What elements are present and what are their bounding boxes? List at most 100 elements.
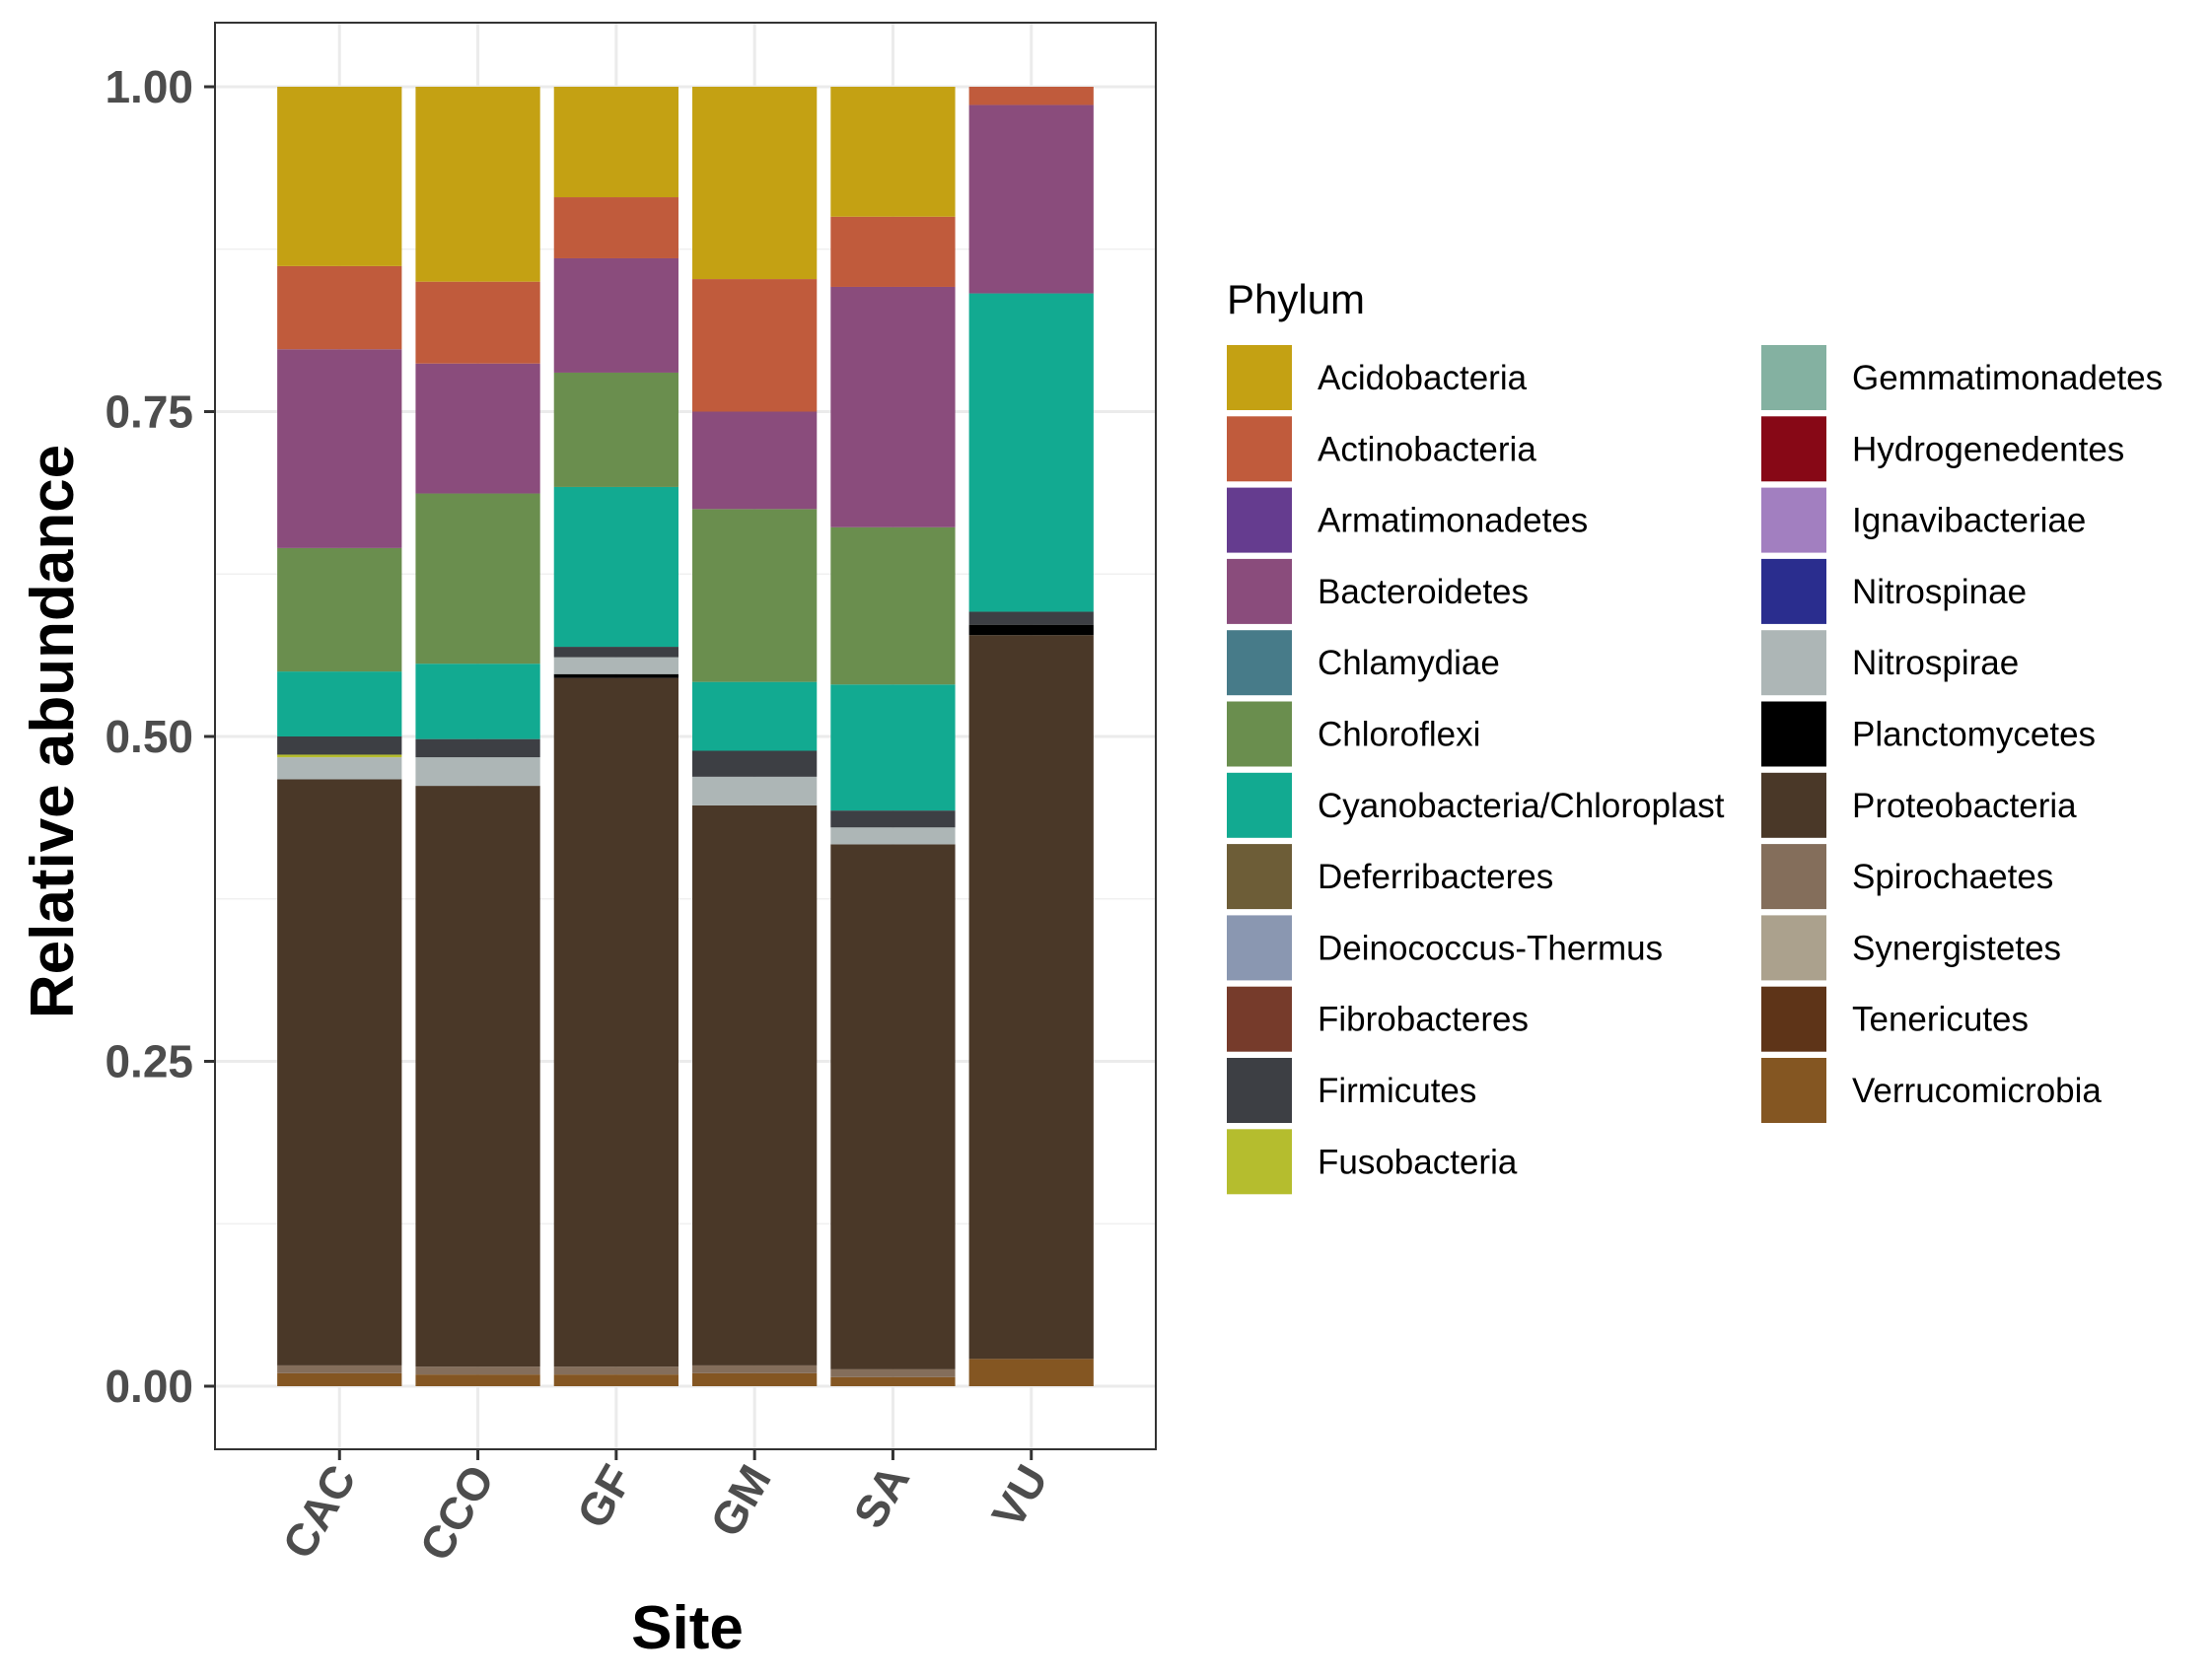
y-axis-title: Relative abundance	[19, 445, 87, 1018]
bar-segment-verrucomicrobia	[415, 1374, 540, 1386]
bar-segment-spirochaetes	[692, 1364, 818, 1373]
bar-segment-cyanobacteria-chloroplast	[968, 293, 1094, 612]
legend-key	[1761, 915, 1826, 981]
legend: Phylum Acidobacteria Actinobacteria Armati…	[1227, 276, 2163, 1195]
bar-segment-acidobacteria	[830, 87, 956, 217]
legend-item: Proteobacteria	[1761, 772, 2077, 838]
y-tick-label: 0.50	[105, 711, 193, 762]
legend-label: Verrucomicrobia	[1852, 1072, 2102, 1110]
bar-segment-firmicutes	[968, 611, 1094, 625]
bar-segment-actinobacteria	[830, 216, 956, 287]
bar-segment-chloroflexi	[692, 509, 818, 682]
bar-segment-firmicutes	[277, 736, 402, 755]
legend-label: Gemmatimonadetes	[1852, 359, 2163, 397]
bar-segment-cyanobacteria-chloroplast	[277, 671, 402, 736]
bar-segment-nitrospirae	[553, 657, 678, 674]
bar-segment-acidobacteria	[692, 87, 818, 280]
bar-segment-actinobacteria	[415, 281, 540, 364]
legend-item: Nitrospirae	[1761, 630, 2019, 696]
bar-segment-firmicutes	[415, 738, 540, 758]
legend-item: Spirochaetes	[1761, 844, 2053, 910]
legend-label: Tenericutes	[1852, 1001, 2029, 1039]
y-tick-label: 0.25	[105, 1036, 193, 1087]
legend-key	[1761, 630, 1826, 696]
legend-key	[1227, 1129, 1292, 1195]
legend-key	[1761, 345, 1826, 410]
bar-segment-nitrospirae	[830, 827, 956, 845]
legend-label: Actinobacteria	[1318, 430, 1536, 468]
bar-segment-chloroflexi	[277, 547, 402, 672]
y-axis: 0.00 0.25 0.50 0.75 1.00	[105, 61, 215, 1412]
bar-segment-proteobacteria	[830, 844, 956, 1369]
legend-label: Spirochaetes	[1852, 858, 2053, 896]
bar-stack-vu	[968, 87, 1094, 1386]
bar-segment-bacteroidetes	[277, 349, 402, 548]
legend-key	[1761, 701, 1826, 767]
bar-segment-cyanobacteria-chloroplast	[553, 486, 678, 648]
legend-key	[1227, 416, 1292, 482]
bar-segment-nitrospirae	[277, 757, 402, 780]
bar-segment-verrucomicrobia	[553, 1374, 678, 1386]
legend-label: Nitrospinae	[1852, 573, 2027, 611]
legend-item: Ignavibacteriae	[1761, 487, 2086, 553]
legend-item: Verrucomicrobia	[1761, 1058, 2102, 1123]
bar-segment-actinobacteria	[553, 197, 678, 258]
legend-item: Deferribacteres	[1227, 844, 1553, 910]
bar-segment-bacteroidetes	[692, 411, 818, 510]
legend-label: Cyanobacteria/Chloroplast	[1318, 787, 1725, 825]
legend-item: Fusobacteria	[1227, 1129, 1518, 1195]
bar-segment-verrucomicrobia	[830, 1376, 956, 1386]
bar-segment-proteobacteria	[692, 805, 818, 1365]
legend-key	[1227, 701, 1292, 767]
bar-segment-proteobacteria	[277, 779, 402, 1365]
legend-item: Acidobacteria	[1227, 345, 1528, 410]
bar-segment-chloroflexi	[830, 526, 956, 685]
legend-key	[1227, 986, 1292, 1052]
bar-segment-verrucomicrobia	[968, 1359, 1094, 1386]
bar-segment-nitrospirae	[415, 757, 540, 787]
bar-segment-proteobacteria	[968, 635, 1094, 1360]
legend-key	[1761, 558, 1826, 624]
bar-segment-bacteroidetes	[830, 286, 956, 527]
bar-segment-firmicutes	[553, 647, 678, 658]
legend-key	[1761, 844, 1826, 910]
legend-key	[1761, 487, 1826, 553]
legend-key	[1761, 1058, 1826, 1123]
legend-item: Bacteroidetes	[1227, 558, 1529, 624]
bar-segment-actinobacteria	[277, 265, 402, 350]
bar-segment-verrucomicrobia	[692, 1372, 818, 1386]
legend-item: Fibrobacteres	[1227, 986, 1529, 1052]
legend-item: Firmicutes	[1227, 1058, 1476, 1123]
legend-key	[1227, 487, 1292, 553]
bar-segment-cyanobacteria-chloroplast	[830, 684, 956, 811]
legend-key	[1227, 345, 1292, 410]
bar-segment-bacteroidetes	[968, 105, 1094, 294]
legend-item: Deinococcus-Thermus	[1227, 915, 1663, 981]
bar-segment-nitrospirae	[692, 776, 818, 805]
legend-label: Chloroflexi	[1318, 716, 1480, 754]
legend-label: Acidobacteria	[1318, 359, 1528, 397]
legend-item: Chlamydiae	[1227, 630, 1500, 696]
legend-label: Chlamydiae	[1318, 644, 1500, 682]
y-tick-label: 1.00	[105, 61, 193, 112]
legend-label: Firmicutes	[1318, 1072, 1476, 1110]
bar-stack-cco	[415, 87, 540, 1386]
bar-segment-actinobacteria	[692, 279, 818, 412]
bar-segment-bacteroidetes	[553, 257, 678, 373]
legend-label: Hydrogenedentes	[1852, 430, 2124, 468]
bar-segment-cyanobacteria-chloroplast	[415, 664, 540, 739]
bar-segment-proteobacteria	[553, 677, 678, 1367]
legend-item: Armatimonadetes	[1227, 487, 1588, 553]
bar-segment-actinobacteria	[968, 87, 1094, 105]
bar-segment-acidobacteria	[415, 87, 540, 282]
legend-label: Planctomycetes	[1852, 716, 2096, 754]
bar-segment-acidobacteria	[277, 87, 402, 266]
bar-segment-verrucomicrobia	[277, 1372, 402, 1386]
bar-segment-planctomycetes	[968, 624, 1094, 636]
legend-item: Chloroflexi	[1227, 701, 1480, 767]
bar-segment-fusobacteria	[277, 754, 402, 758]
legend-label: Nitrospirae	[1852, 644, 2019, 682]
x-axis-title: Site	[631, 1594, 744, 1662]
bar-segment-chloroflexi	[553, 372, 678, 487]
